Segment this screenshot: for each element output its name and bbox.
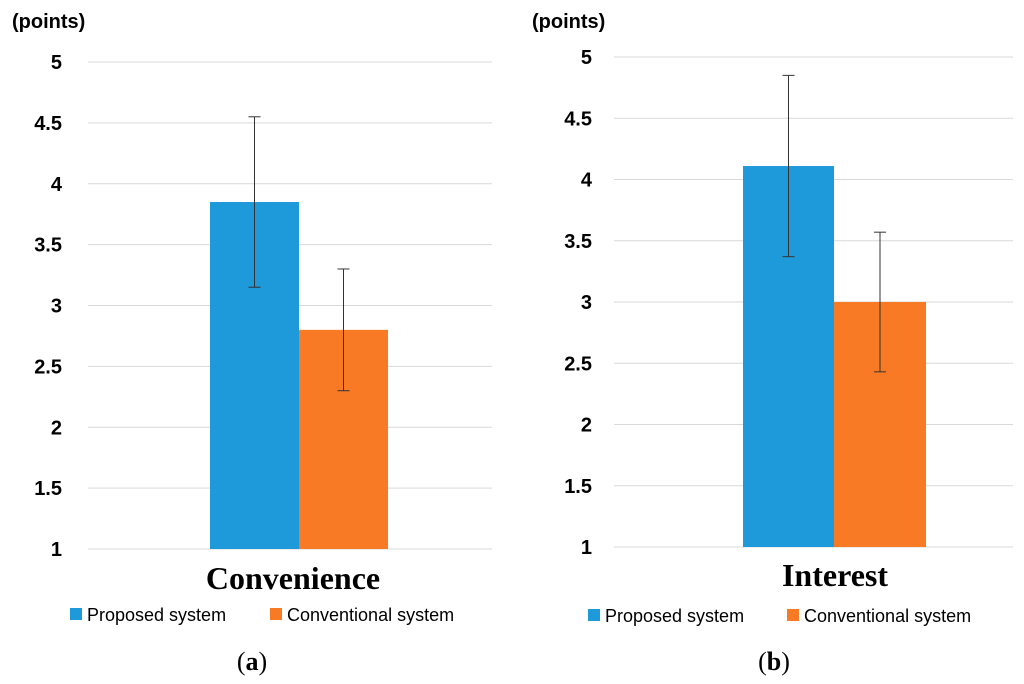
legend-label-proposed-b: Proposed system	[605, 606, 744, 626]
error-bars-b	[782, 74, 886, 373]
panel-caption-a: (a)	[237, 647, 267, 676]
chart-panel-b: (points) 1 1.5 2 2.5 3 3.5 4 4.5 5 Interest Prop…	[532, 11, 1013, 676]
y-tick-label: 5	[51, 52, 62, 74]
y-axis-label-b: (points)	[532, 11, 605, 33]
y-tick-label: 4.5	[564, 108, 592, 130]
y-tick-label: 3.5	[34, 235, 62, 257]
error-bar-proposed-system	[782, 74, 795, 258]
y-tick-label: 2	[581, 415, 592, 437]
y-tick-label: 1	[51, 539, 62, 561]
legend-label-proposed-a: Proposed system	[87, 605, 226, 625]
y-tick-label: 3	[51, 296, 62, 318]
legend-label-conventional-b: Conventional system	[804, 606, 971, 626]
legend-swatch-proposed-a	[70, 608, 82, 620]
y-tick-label: 2	[51, 417, 62, 439]
y-tick-label: 1.5	[564, 476, 592, 498]
error-bar-proposed-system	[248, 116, 261, 288]
y-tick-label: 3.5	[564, 231, 592, 253]
error-bar-conventional-system	[874, 231, 886, 373]
chart-panel-a: (points) 1 1.5 2 2.5 3 3.5 4 4.5 5 Convenience P…	[12, 11, 492, 676]
legend-b: Proposed system Conventional system	[588, 606, 971, 626]
category-label-convenience: Convenience	[206, 560, 380, 596]
panel-caption-b: (b)	[758, 647, 790, 676]
y-tick-label: 3	[581, 292, 592, 314]
legend-swatch-conventional-b	[787, 609, 799, 621]
y-tick-labels-a: 1 1.5 2 2.5 3 3.5 4 4.5 5	[34, 52, 63, 561]
y-tick-label: 4	[581, 170, 593, 192]
y-tick-label: 2.5	[34, 356, 62, 378]
y-tick-label: 1.5	[34, 478, 62, 500]
y-tick-labels-b: 1 1.5 2 2.5 3 3.5 4 4.5 5	[564, 47, 593, 559]
y-tick-label: 4.5	[34, 113, 62, 135]
legend-swatch-proposed-b	[588, 609, 600, 621]
y-axis-label-a: (points)	[12, 11, 85, 33]
y-tick-label: 4	[51, 174, 63, 196]
error-bar-conventional-system	[337, 268, 350, 392]
legend-a: Proposed system Conventional system	[70, 605, 454, 625]
legend-swatch-conventional-a	[270, 608, 282, 620]
y-tick-label: 5	[581, 47, 592, 69]
y-tick-label: 2.5	[564, 353, 592, 375]
legend-label-conventional-a: Conventional system	[287, 605, 454, 625]
bars-a	[210, 202, 388, 549]
error-bars-a	[248, 116, 350, 392]
y-tick-label: 1	[581, 537, 592, 559]
category-label-interest: Interest	[782, 557, 888, 593]
bars-b	[743, 166, 926, 547]
